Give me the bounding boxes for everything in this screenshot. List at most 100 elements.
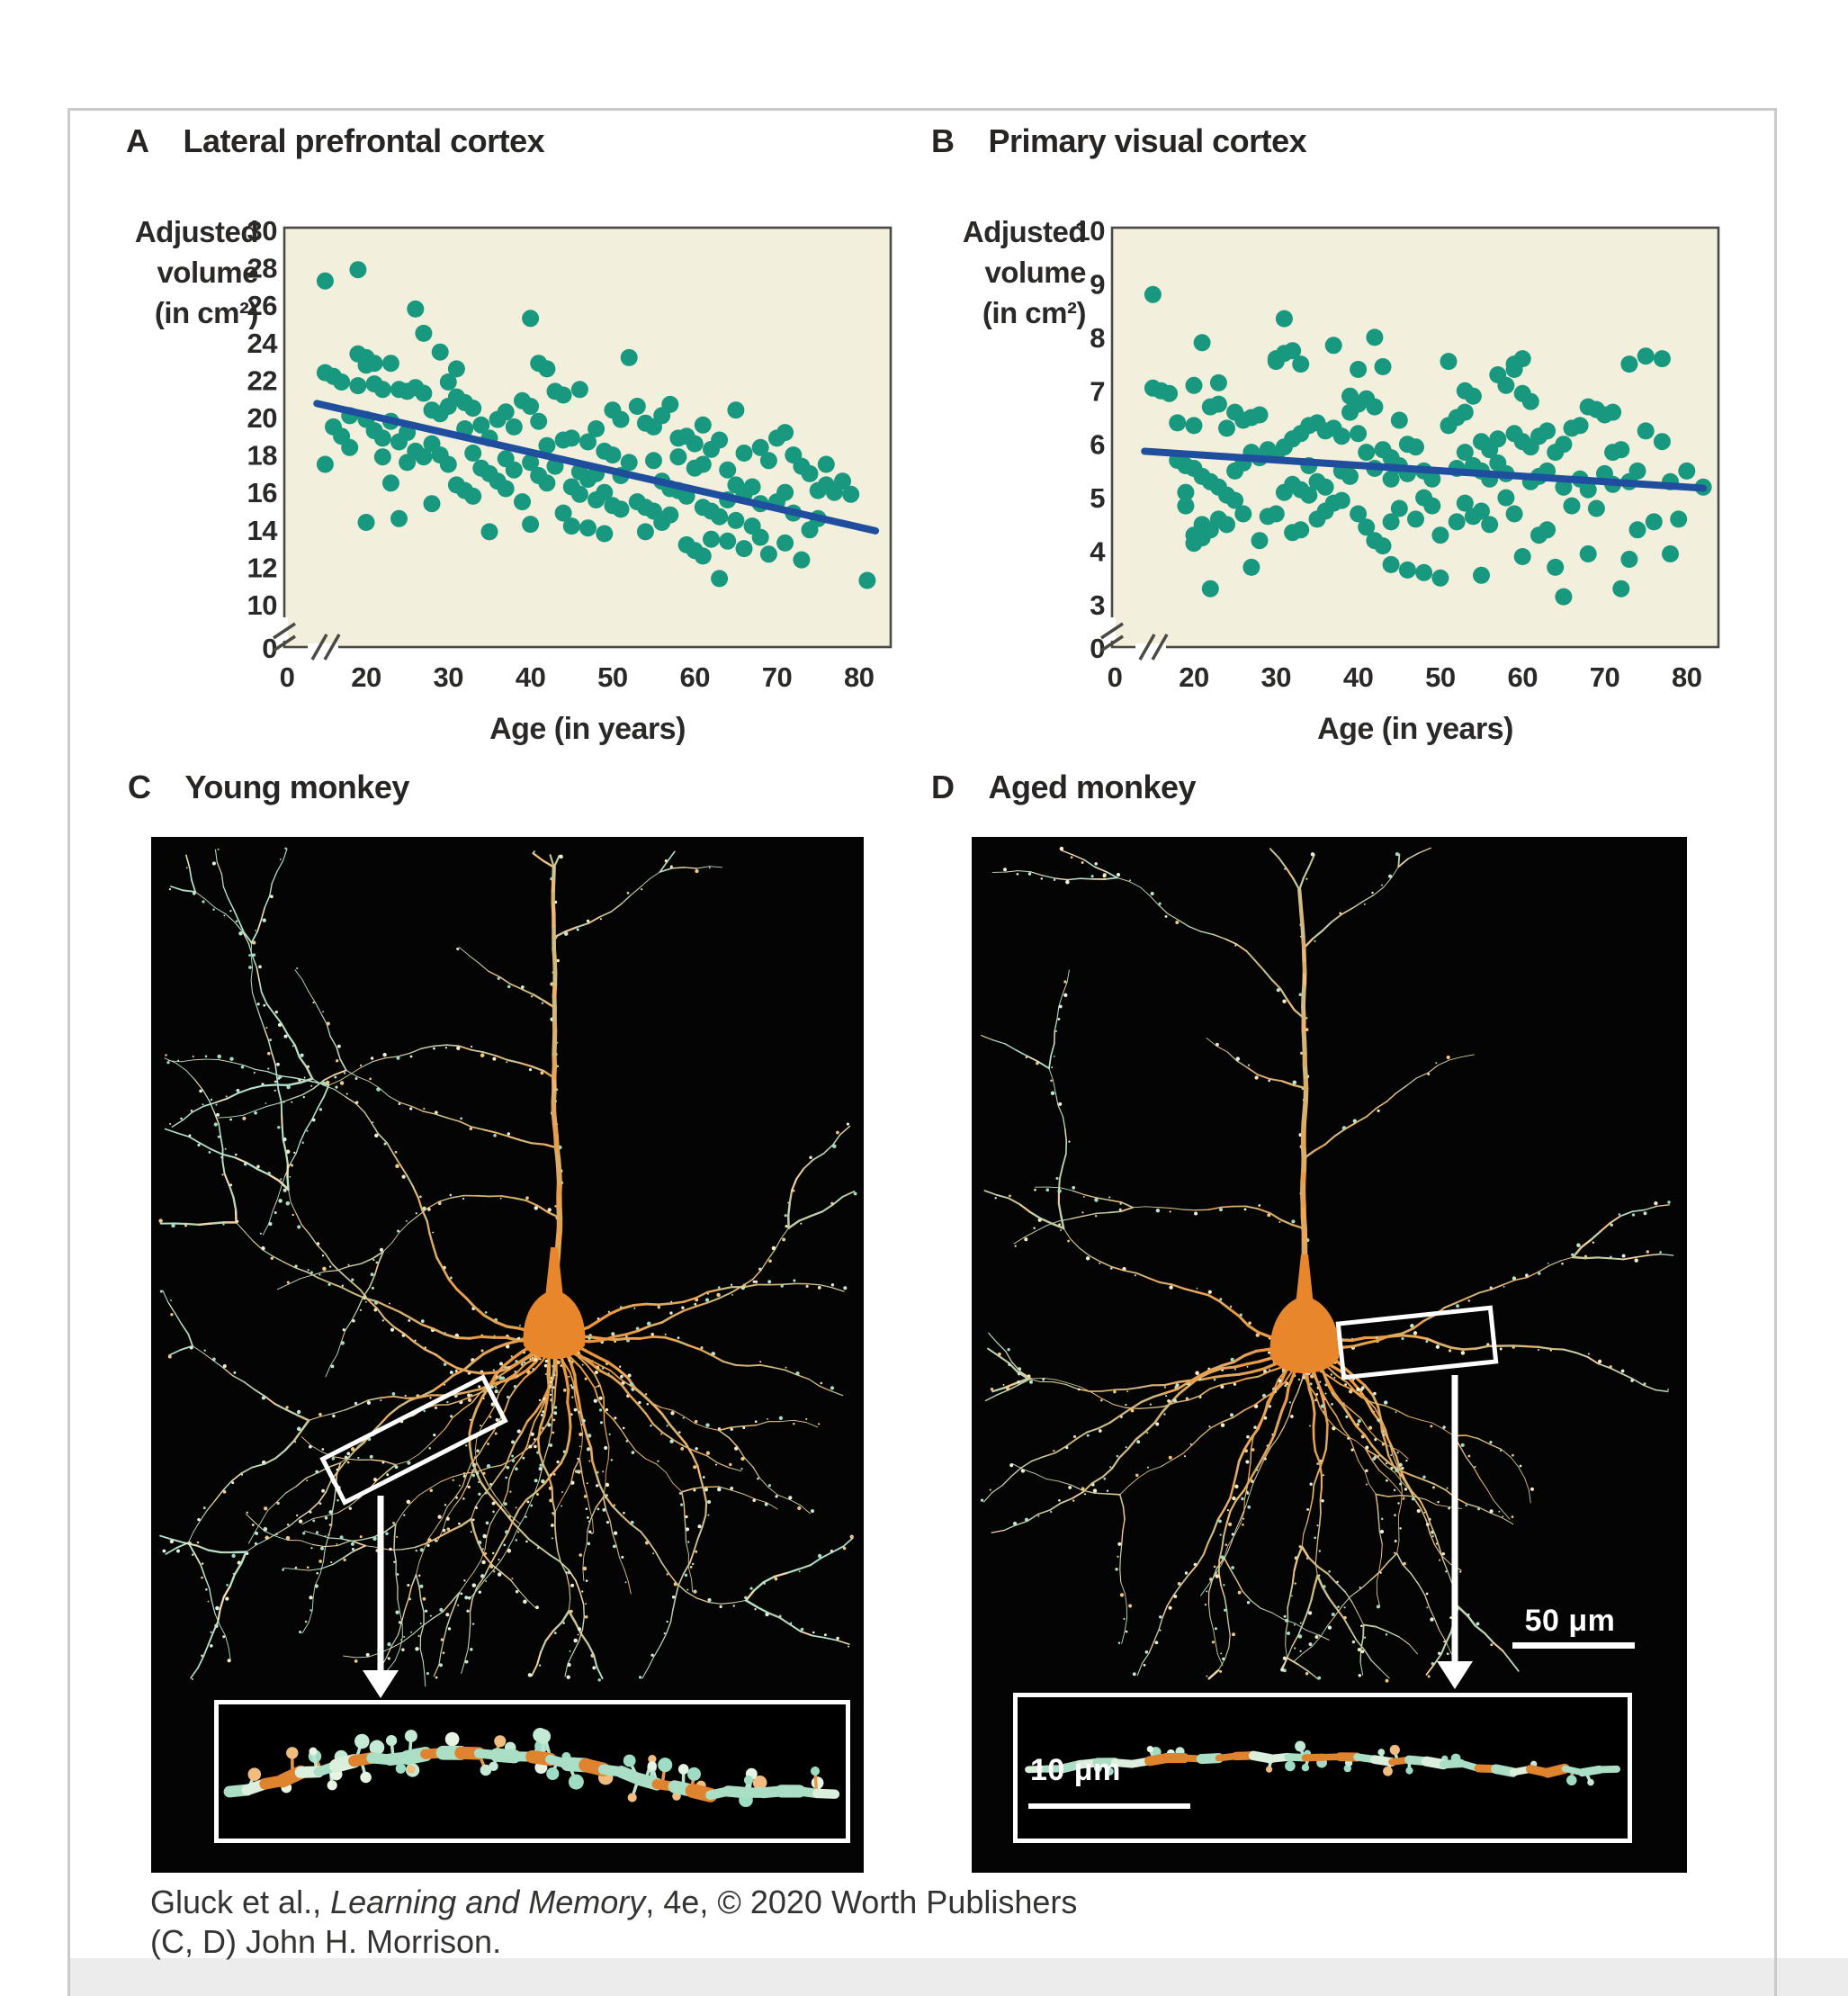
data-point	[751, 528, 769, 546]
data-point	[596, 483, 614, 501]
data-point	[570, 485, 588, 503]
scale-bar-10um	[1028, 1803, 1190, 1809]
dendrite-highlight-box-young	[319, 1374, 508, 1506]
x-tick-label: 70	[762, 661, 792, 693]
x-tick-label: 60	[679, 661, 709, 693]
data-point	[538, 436, 556, 454]
neuron-image-aged: 50 μm 10 μm	[972, 837, 1687, 1873]
neuron-young-annotations	[319, 1374, 508, 1698]
x-axis-title: Age (in years)	[489, 712, 686, 746]
data-point	[464, 400, 482, 418]
data-point	[522, 398, 540, 415]
data-point	[1358, 518, 1376, 536]
x-tick-label: 80	[1672, 661, 1701, 693]
data-point	[1489, 430, 1507, 448]
data-point	[1473, 566, 1490, 584]
data-point	[1513, 350, 1531, 368]
data-point	[1169, 414, 1187, 432]
data-point	[711, 431, 729, 449]
data-point	[1456, 403, 1474, 421]
data-point	[1579, 545, 1597, 562]
scatter-chart-prefrontal: 30 28 26 24 22 20 18 16 14 12 10 0 Adjusted volume (in…	[135, 215, 893, 746]
data-point	[711, 570, 729, 588]
data-point	[1662, 545, 1679, 562]
data-point	[858, 571, 876, 589]
data-point	[1628, 521, 1646, 539]
data-point	[1350, 505, 1368, 523]
data-point	[1670, 510, 1688, 528]
data-point	[1547, 558, 1565, 576]
data-point	[793, 551, 811, 569]
data-point	[842, 485, 860, 503]
data-point	[570, 381, 588, 399]
data-point	[1209, 373, 1227, 391]
neuron-dendrites	[158, 847, 857, 1687]
data-point	[1678, 462, 1696, 480]
data-point	[719, 532, 737, 550]
axis-break-marks	[273, 617, 341, 661]
data-point	[1555, 436, 1573, 454]
data-point	[373, 448, 391, 466]
data-point	[596, 525, 614, 543]
neuron-image-young	[151, 837, 864, 1873]
y-tick-label: 6	[1090, 429, 1105, 461]
data-point	[1440, 353, 1458, 371]
data-point	[1316, 478, 1334, 496]
data-point	[1218, 516, 1235, 534]
data-point	[423, 495, 441, 513]
data-point	[703, 530, 720, 548]
data-point	[1177, 483, 1195, 501]
data-point	[1505, 505, 1523, 523]
credit-authors: Gluck et al.,	[150, 1884, 331, 1920]
figure-credit-line1: Gluck et al., Learning and Memory, 4e, ©…	[150, 1883, 1077, 1922]
y-axis-title-line: Adjusted	[135, 215, 258, 248]
data-point	[1161, 384, 1179, 402]
data-point	[1579, 481, 1597, 499]
dendrite-inset-aged: 10 μm	[1013, 1693, 1632, 1843]
x-tick-label: 60	[1507, 661, 1537, 693]
data-point	[1382, 555, 1400, 573]
data-point	[620, 454, 638, 472]
panel-a-letter: A	[126, 122, 149, 159]
data-point	[645, 452, 662, 470]
data-point	[694, 455, 712, 473]
data-point	[530, 412, 548, 430]
data-point	[1366, 328, 1384, 346]
data-point	[505, 461, 523, 479]
data-point	[628, 398, 646, 415]
data-point	[431, 343, 449, 361]
neuron-young-rendering	[158, 847, 857, 1687]
x-axis-title: Age (in years)	[1317, 712, 1513, 746]
data-point	[1218, 419, 1235, 437]
bottom-gray-band	[67, 1958, 1848, 1996]
data-point	[415, 324, 433, 342]
data-point	[661, 506, 679, 524]
panel-d-title: Aged monkey	[988, 769, 1197, 805]
data-point	[694, 416, 712, 434]
data-point	[1539, 422, 1556, 440]
y-tick-label: 12	[247, 552, 277, 583]
data-point	[751, 438, 769, 456]
data-point	[1292, 355, 1310, 373]
data-point	[612, 410, 630, 428]
trend-line	[313, 400, 880, 535]
dendrite-inset-young	[214, 1700, 850, 1843]
x-tick-label: 20	[351, 661, 381, 693]
data-point	[1390, 499, 1408, 517]
arrow-head-icon	[363, 1670, 399, 1698]
data-point	[1539, 521, 1556, 539]
x-tick-label: 40	[1343, 661, 1373, 693]
data-point	[357, 514, 375, 531]
data-point	[719, 461, 737, 479]
x-tick-label: 70	[1590, 661, 1619, 693]
data-point	[447, 360, 465, 378]
panel-b-header: B Primary visual cortex	[931, 123, 1307, 159]
y-axis-title-line: volume	[984, 256, 1086, 289]
data-point	[415, 448, 433, 466]
data-point	[588, 420, 606, 437]
data-point	[1374, 537, 1392, 555]
data-point	[1521, 392, 1539, 410]
y-tick-label: 26	[247, 290, 278, 321]
y-axis-tick-labels: 10 9 8 7 6 5 4 3 0	[1075, 215, 1107, 664]
